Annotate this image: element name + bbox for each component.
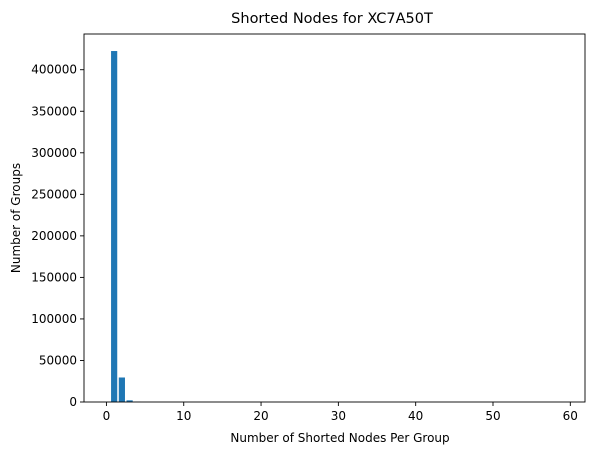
x-tick-label: 30	[331, 409, 346, 423]
x-axis: 0 10 20 30 40 50 60	[103, 402, 578, 423]
y-axis-label: Number of Groups	[9, 163, 23, 273]
plot-frame	[83, 33, 586, 403]
y-tick-label: 100000	[31, 312, 77, 326]
bar-3	[126, 400, 133, 402]
x-tick-label: 40	[408, 409, 423, 423]
x-tick-label: 50	[485, 409, 500, 423]
y-tick-label: 200000	[31, 229, 77, 243]
x-tick-label: 60	[563, 409, 578, 423]
x-axis-label: Number of Shorted Nodes Per Group	[230, 431, 449, 445]
bar-2	[118, 377, 125, 402]
y-tick-label: 250000	[31, 187, 77, 201]
y-tick-label: 300000	[31, 146, 77, 160]
bar-1	[111, 51, 118, 402]
chart-title: Shorted Nodes for XC7A50T	[231, 11, 433, 27]
y-tick-label: 50000	[39, 353, 77, 367]
x-tick-label: 10	[176, 409, 191, 423]
y-tick-label: 400000	[31, 63, 77, 77]
x-tick-label: 20	[253, 409, 268, 423]
y-axis: 0 50000 100000 150000 200000 250000 300000 3500…	[31, 63, 84, 409]
y-tick-label: 0	[69, 395, 77, 409]
x-tick-label: 0	[103, 409, 111, 423]
plot-area	[111, 51, 141, 402]
y-tick-label: 150000	[31, 270, 77, 284]
y-tick-label: 350000	[31, 104, 77, 118]
